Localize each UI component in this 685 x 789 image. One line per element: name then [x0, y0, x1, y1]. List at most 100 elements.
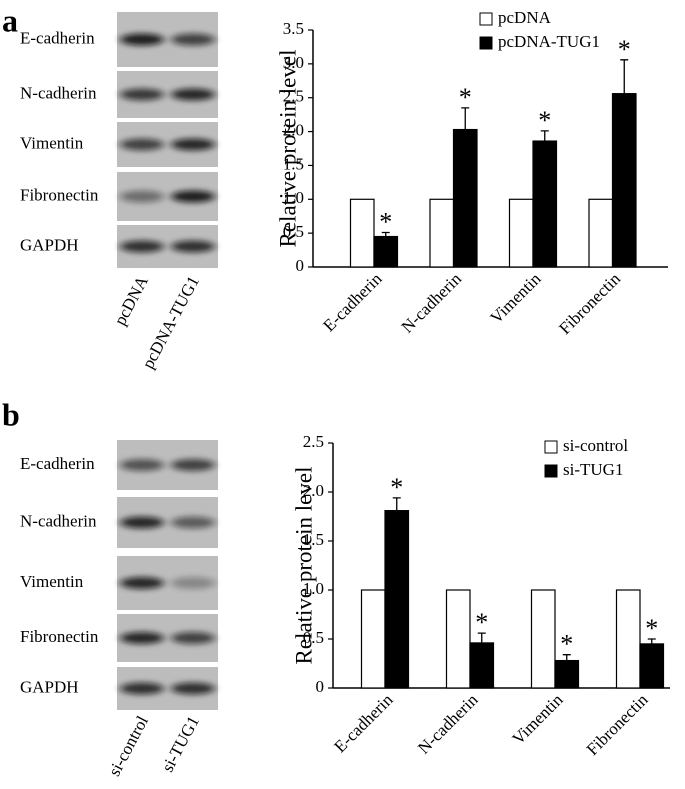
y-tick-label: 0.5	[303, 628, 324, 647]
y-tick-label: 1.0	[283, 188, 304, 207]
blot-row-label: GAPDH	[20, 235, 79, 254]
y-tick-label: 1.5	[303, 530, 324, 549]
blot-band	[120, 577, 164, 589]
bar	[349, 198, 375, 268]
x-tick-label: Fibronectin	[583, 690, 652, 759]
blot-row-label: N-cadherin	[20, 511, 97, 530]
legend-label: si-TUG1	[563, 460, 623, 479]
blot-band	[171, 190, 215, 203]
error-bar	[540, 130, 549, 142]
legend-label: si-control	[563, 436, 628, 455]
blot-band	[171, 138, 215, 151]
error-bar	[647, 638, 656, 644]
significance-mark: *	[618, 35, 631, 64]
blot-row-label: Fibronectin	[20, 185, 99, 204]
panel-label: a	[2, 2, 18, 38]
bar	[530, 589, 556, 689]
x-tick-label: E-cadherin	[330, 690, 397, 757]
error-bar	[461, 107, 470, 130]
blot-band	[171, 88, 215, 101]
panel-label: b	[2, 396, 20, 432]
significance-mark: *	[645, 614, 658, 643]
y-tick-label: 1.0	[303, 579, 324, 598]
bar	[588, 198, 614, 268]
x-tick-label: Fibronectin	[555, 269, 624, 338]
blot-band	[120, 138, 164, 151]
blot-band	[120, 682, 164, 695]
error-bar	[620, 59, 629, 94]
legend-label: pcDNA-TUG1	[498, 32, 600, 51]
error-bar	[562, 654, 571, 661]
legend-swatch	[479, 36, 493, 50]
bar	[554, 659, 580, 689]
significance-mark: *	[538, 106, 551, 135]
y-tick-label: 1.5	[283, 154, 304, 173]
x-tick-label: Vimentin	[508, 690, 566, 748]
bar	[360, 589, 386, 689]
y-tick-label: 2.5	[283, 87, 304, 106]
bar	[611, 93, 637, 268]
bar	[615, 589, 641, 689]
bar	[373, 235, 399, 268]
x-tick-label: Vimentin	[486, 269, 544, 327]
bar	[384, 510, 410, 689]
blot-band	[171, 33, 215, 46]
blot-row-label: N-cadherin	[20, 83, 97, 102]
blot-row-label: E-cadherin	[20, 28, 95, 47]
y-tick-label: 0	[316, 677, 325, 696]
blot-band	[120, 516, 164, 529]
y-axis-label: Relative protein level	[291, 467, 316, 665]
significance-mark: *	[475, 608, 488, 637]
blot-lane-label: si-TUG1	[158, 713, 203, 775]
error-bar	[381, 231, 390, 237]
blot-row-label: Fibronectin	[20, 627, 99, 646]
blot-band	[120, 632, 164, 644]
blot-band	[171, 577, 215, 589]
y-tick-label: 2.0	[283, 120, 304, 139]
blot-row-label: Vimentin	[20, 133, 84, 152]
bar	[445, 589, 471, 689]
significance-mark: *	[390, 473, 403, 502]
blot-band	[171, 516, 215, 529]
blot-band	[171, 240, 215, 253]
bar	[469, 642, 495, 689]
x-tick-label: N-cadherin	[414, 690, 482, 758]
blot-row-label: Vimentin	[20, 572, 84, 591]
x-tick-label: E-cadherin	[319, 269, 386, 336]
legend-label: pcDNA	[498, 8, 552, 27]
blot-row-label: E-cadherin	[20, 454, 95, 473]
legend-swatch	[544, 464, 558, 478]
significance-mark: *	[379, 207, 392, 236]
bar	[532, 140, 558, 268]
blot-lane-label: pcDNA	[110, 272, 152, 328]
y-tick-label: 0	[296, 256, 305, 275]
bar	[508, 198, 534, 268]
blot-band	[120, 240, 164, 253]
bar	[429, 198, 455, 268]
y-tick-label: 2.5	[303, 432, 324, 451]
bar	[452, 128, 478, 268]
significance-mark: *	[459, 83, 472, 112]
blot-band	[120, 190, 164, 203]
blot-lane-label: si-control	[105, 713, 152, 780]
blot-band	[171, 682, 215, 695]
y-axis-label: Relative protein level	[275, 50, 300, 248]
y-tick-label: 2.0	[303, 481, 324, 500]
legend-swatch	[479, 12, 493, 26]
blot-row-label: GAPDH	[20, 677, 79, 696]
blot-band	[171, 632, 215, 644]
blot-band	[120, 88, 164, 101]
error-bar	[392, 497, 401, 511]
y-tick-label: 3.5	[283, 19, 304, 38]
x-tick-label: N-cadherin	[398, 269, 466, 337]
y-tick-label: 3.0	[283, 53, 304, 72]
error-bar	[477, 632, 486, 643]
blot-band	[120, 459, 164, 471]
significance-mark: *	[560, 630, 573, 659]
y-tick-label: 0.5	[283, 222, 304, 241]
legend-swatch	[544, 440, 558, 454]
blot-band	[120, 33, 164, 46]
blot-band	[171, 459, 215, 471]
bar	[639, 643, 665, 689]
